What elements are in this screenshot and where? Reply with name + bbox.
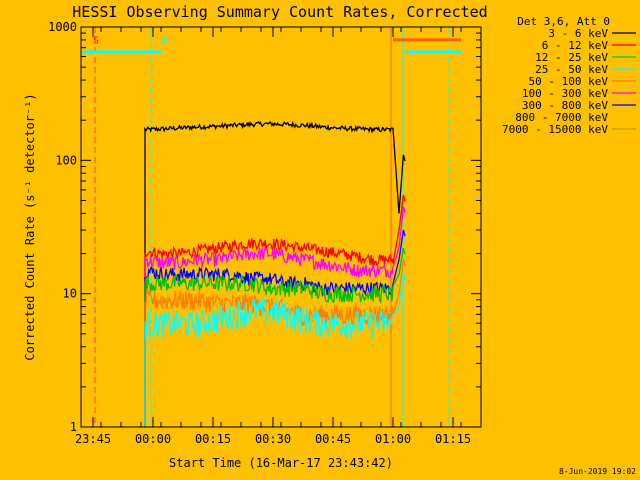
series-line: [144, 194, 406, 427]
legend-entry-label: 12 - 25 keV: [535, 51, 608, 64]
x-axis-label: Start Time (16-Mar-17 23:43:42): [169, 456, 393, 470]
series-line: [144, 259, 406, 427]
legend-entry-label: 300 - 800 keV: [522, 99, 608, 112]
legend-title: Det 3,6, Att 0: [517, 15, 610, 28]
y-axis-label: Corrected Count Rate (s⁻¹ detector⁻¹): [23, 93, 37, 360]
chart-title: HESSI Observing Summary Count Rates, Cor…: [72, 3, 487, 21]
series-line: [144, 247, 406, 427]
x-tick-label: 23:45: [75, 432, 111, 446]
legend-entry-label: 50 - 100 keV: [529, 75, 609, 88]
x-tick-label: 01:15: [435, 432, 471, 446]
annotation-label: S: [93, 36, 99, 47]
legend-entry-label: 6 - 12 keV: [542, 39, 609, 52]
series-line: [144, 120, 406, 427]
x-tick-label: 01:00: [375, 432, 411, 446]
legend-entry-label: 800 - 7000 keV: [515, 111, 608, 124]
axes: 1 10 100 1000 23:45 00:00 00:15 00:30 00:45 01:00…: [48, 20, 482, 446]
legend-entry-label: 100 - 300 keV: [522, 87, 608, 100]
x-tick-label: 00:30: [255, 432, 291, 446]
x-tick-label: 00:15: [195, 432, 231, 446]
series-layer: [144, 120, 406, 427]
series-line: [144, 206, 406, 427]
series-line: [144, 274, 406, 427]
footer-timestamp: 8-Jun-2019 19:02: [559, 467, 636, 476]
y-tick-label: 1: [70, 420, 77, 434]
y-tick-label: 10: [63, 287, 77, 301]
x-tick-label: 00:45: [315, 432, 351, 446]
legend-entry-label: 7000 - 15000 keV: [502, 123, 608, 136]
annotation-label: N: [161, 36, 167, 47]
x-tick-label: 00:00: [135, 432, 171, 446]
y-tick-label: 1000: [48, 20, 77, 34]
y-tick-label: 100: [55, 153, 77, 167]
legend-entry-label: 25 - 50 keV: [535, 63, 608, 76]
legend-entry-label: 3 - 6 keV: [548, 27, 608, 40]
